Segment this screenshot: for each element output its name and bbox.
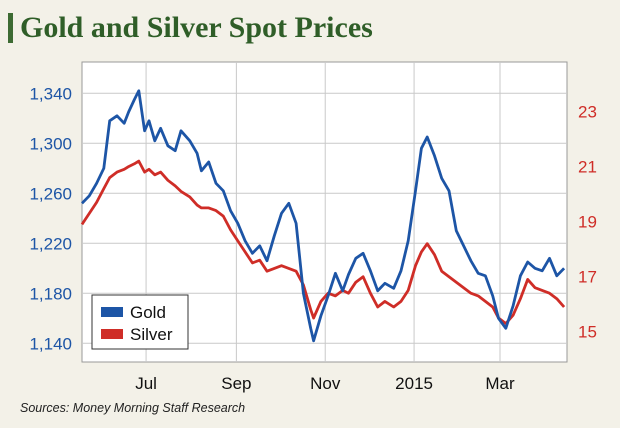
x-tick-label: Mar [485,374,515,393]
x-tick-label: 2015 [395,374,433,393]
y-left-tick-label: 1,300 [29,134,72,153]
x-tick-label: Nov [310,374,341,393]
y-axis-left: 1,140 1,180 1,220 1,260 1,300 1,340 [29,84,72,353]
x-tick-label: Jul [135,374,157,393]
silver-legend-swatch [101,329,123,339]
y-left-tick-label: 1,260 [29,184,72,203]
y-left-tick-label: 1,180 [29,284,72,303]
y-axis-right: 15 17 19 21 23 [578,103,597,342]
legend-box [91,294,189,350]
page-title: Gold and Silver Spot Prices [20,11,373,44]
x-axis: Jul Sep Nov 2015 Mar [135,374,515,393]
gold-series-line [80,89,566,343]
gold-legend-swatch [101,307,123,317]
y-right-tick-label: 17 [578,268,597,287]
silver-series-line [80,159,566,325]
y-right-tick-label: 23 [578,103,597,122]
y-left-tick-label: 1,140 [29,334,72,353]
x-tick-label: Sep [221,374,251,393]
legend: Gold Silver [91,294,189,350]
source-note: Sources: Money Morning Staff Research [20,401,246,415]
series [80,89,566,343]
y-right-tick-label: 19 [578,213,597,232]
y-right-tick-label: 15 [578,323,597,342]
silver-legend-label: Silver [130,325,173,344]
y-left-tick-label: 1,220 [29,234,72,253]
gold-legend-label: Gold [130,303,166,322]
grid [82,62,567,362]
y-left-tick-label: 1,340 [29,84,72,103]
title-accent-bar [8,13,13,43]
y-right-tick-label: 21 [578,158,597,177]
